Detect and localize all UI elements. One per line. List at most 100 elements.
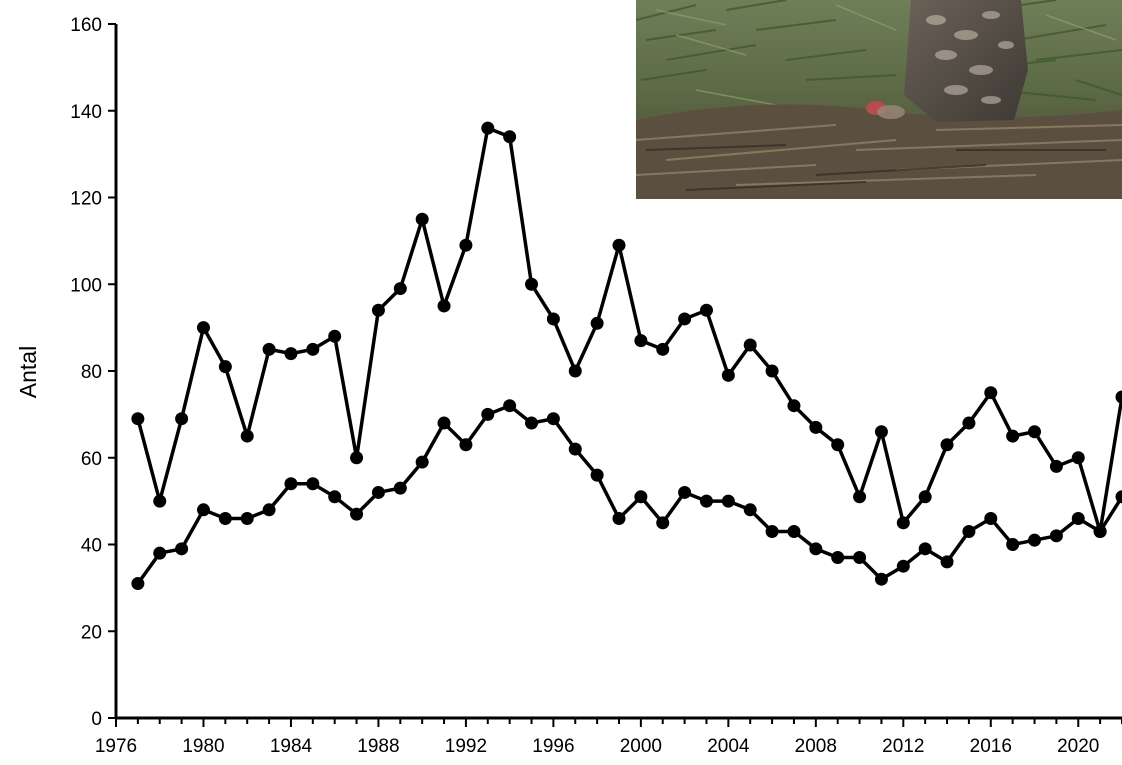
data-point xyxy=(874,572,888,586)
data-point xyxy=(218,511,232,525)
data-point xyxy=(415,212,429,226)
data-point xyxy=(1115,490,1122,504)
data-point xyxy=(1028,425,1042,439)
data-point xyxy=(262,342,276,356)
y-ticks: 0 20 40 60 80 100 120 140 160 xyxy=(70,15,116,730)
x-tick-label: 1984 xyxy=(270,736,313,757)
data-point xyxy=(240,511,254,525)
data-point xyxy=(1006,429,1020,443)
data-point xyxy=(678,485,692,499)
data-point xyxy=(962,416,976,430)
data-point xyxy=(481,407,495,421)
data-point xyxy=(546,412,560,426)
data-point xyxy=(699,303,713,317)
data-point xyxy=(1049,529,1063,543)
y-axis-title: Antal xyxy=(15,346,41,398)
data-point xyxy=(721,368,735,382)
x-tick-label: 2008 xyxy=(795,736,837,757)
data-point xyxy=(612,511,626,525)
data-point xyxy=(699,494,713,508)
data-point xyxy=(634,490,648,504)
data-point xyxy=(1093,524,1107,538)
series-line xyxy=(136,125,1122,532)
data-point xyxy=(196,503,210,517)
data-point xyxy=(131,412,145,426)
data-point xyxy=(918,490,932,504)
y-tick-label: 100 xyxy=(70,275,102,296)
data-point xyxy=(328,490,342,504)
data-point xyxy=(809,420,823,434)
data-point xyxy=(831,438,845,452)
data-point xyxy=(437,299,451,313)
data-point xyxy=(262,503,276,517)
data-point xyxy=(787,399,801,413)
data-point xyxy=(1071,511,1085,525)
x-tick-label: 2020 xyxy=(1057,736,1099,757)
data-point xyxy=(874,425,888,439)
data-point xyxy=(218,360,232,374)
data-point xyxy=(546,312,560,326)
data-point xyxy=(1049,459,1063,473)
data-point xyxy=(153,546,167,560)
data-point xyxy=(940,555,954,569)
data-point xyxy=(984,511,998,525)
y-tick-label: 40 xyxy=(81,536,102,557)
data-point xyxy=(371,485,385,499)
x-tick-label: 1992 xyxy=(445,736,487,757)
x-tick-label: 2000 xyxy=(620,736,662,757)
data-point xyxy=(175,542,189,556)
x-tick-label: 2004 xyxy=(707,736,750,757)
data-point xyxy=(306,477,320,491)
data-point xyxy=(809,542,823,556)
series-2 xyxy=(131,399,1122,591)
data-point xyxy=(240,429,254,443)
y-tick-label: 120 xyxy=(70,189,102,210)
y-tick-label: 60 xyxy=(81,449,102,470)
data-point xyxy=(437,416,451,430)
data-point xyxy=(350,507,364,521)
x-tick-label: 1976 xyxy=(95,736,137,757)
hawk-on-nest-photo xyxy=(636,0,1122,199)
x-ticks: 1976 1980 1984 1988 1992 1996 2000 2004 2008 2012… xyxy=(95,718,1122,757)
data-point xyxy=(131,577,145,591)
data-point xyxy=(328,329,342,343)
data-point xyxy=(1071,451,1085,465)
data-point xyxy=(503,130,517,144)
x-tick-label: 2012 xyxy=(882,736,924,757)
data-point xyxy=(590,316,604,330)
x-tick-label: 2016 xyxy=(970,736,1012,757)
data-point xyxy=(196,321,210,335)
data-point xyxy=(743,338,757,352)
data-point xyxy=(153,494,167,508)
data-point xyxy=(568,364,582,378)
data-point xyxy=(721,494,735,508)
data-point xyxy=(350,451,364,465)
data-point xyxy=(656,516,670,530)
x-tick-label: 1980 xyxy=(182,736,224,757)
data-point xyxy=(175,412,189,426)
data-point xyxy=(984,386,998,400)
x-tick-label: 1988 xyxy=(357,736,399,757)
y-tick-label: 80 xyxy=(81,362,102,383)
data-point xyxy=(853,490,867,504)
series-line xyxy=(136,403,1122,585)
data-point xyxy=(393,481,407,495)
data-point xyxy=(896,516,910,530)
data-point xyxy=(415,455,429,469)
data-point xyxy=(612,238,626,252)
y-tick-label: 20 xyxy=(81,622,102,643)
data-point xyxy=(743,503,757,517)
data-point xyxy=(765,524,779,538)
data-point xyxy=(459,438,473,452)
data-point xyxy=(831,551,845,565)
data-point xyxy=(918,542,932,556)
data-point xyxy=(1006,538,1020,551)
data-point xyxy=(962,524,976,538)
data-point xyxy=(371,303,385,317)
data-point xyxy=(306,342,320,356)
data-point xyxy=(678,312,692,326)
data-point xyxy=(940,438,954,452)
series-layer xyxy=(131,121,1122,591)
data-point xyxy=(787,524,801,538)
